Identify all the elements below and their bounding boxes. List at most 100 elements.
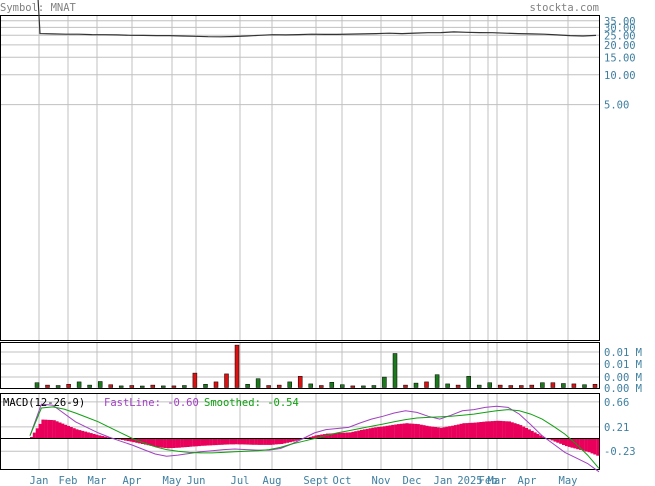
macd-histogram-bar (379, 426, 383, 439)
volume-bar (161, 385, 166, 388)
macd-histogram-bar (226, 438, 230, 445)
macd-histogram-bar (271, 438, 275, 445)
volume-bar (476, 384, 482, 388)
x-tick-label: Jan (434, 475, 453, 486)
price-tick-label: 20.00 (604, 40, 636, 52)
x-tick-label: Oct (333, 475, 352, 486)
macd-histogram-bar (328, 433, 332, 439)
volume-bar (34, 382, 40, 388)
macd-histogram-bar (325, 433, 329, 439)
volume-bar (118, 385, 124, 388)
macd-histogram-bar (67, 425, 70, 439)
macd-histogram-bar (64, 424, 68, 439)
price-tick-label: 10.00 (604, 70, 636, 82)
volume-bar (350, 385, 356, 388)
macd-histogram-bar (385, 425, 389, 439)
macd-histogram-bar (38, 423, 42, 439)
macd-histogram-bar (536, 433, 540, 439)
macd-histogram-bar (488, 421, 491, 439)
volume-bar (371, 385, 377, 388)
volume-bar (413, 382, 419, 388)
macd-histogram-bar (399, 423, 403, 439)
macd-histogram (30, 419, 600, 456)
macd-histogram-bar (448, 426, 452, 439)
macd-histogram-bar (104, 436, 107, 439)
site-label: stockta.com (529, 2, 599, 14)
macd-tick-label: -0.23 (604, 446, 636, 458)
macd-histogram-bar (47, 419, 51, 439)
macd-histogram-bar (499, 420, 503, 439)
fastline-label: FastLine: -0.60 (104, 397, 199, 409)
macd-histogram-bar (587, 438, 591, 453)
macd-histogram-bar (123, 438, 127, 441)
macd-histogram-bar (473, 422, 477, 439)
macd-fast-line (29, 403, 600, 473)
volume-bar (445, 383, 450, 388)
macd-histogram-bar (101, 436, 105, 439)
macd-histogram-bar (394, 424, 398, 439)
macd-histogram-bar (340, 432, 344, 439)
macd-histogram-bar (459, 423, 463, 439)
macd-histogram-bar (533, 432, 537, 439)
macd-histogram-bar (419, 424, 423, 439)
macd-histogram-bar (348, 432, 352, 439)
volume-bar (76, 381, 82, 388)
macd-histogram-bar (143, 438, 147, 445)
volume-bar (361, 385, 366, 388)
macd-histogram-bar (436, 427, 440, 439)
macd-histogram-bar (365, 428, 369, 439)
volume-bar (203, 384, 208, 388)
macd-histogram-bar (129, 438, 133, 442)
volume-bar (245, 384, 250, 388)
macd-histogram-bar (132, 438, 136, 443)
macd-histogram-bar (559, 438, 563, 444)
macd-title: MACD(12-26-9) (3, 397, 85, 409)
x-tick-label: Jan (30, 475, 49, 486)
macd-histogram-bar (445, 426, 449, 439)
macd-histogram-bar (141, 438, 144, 444)
macd-histogram-bar (456, 424, 460, 439)
macd-histogram-bar (280, 438, 284, 444)
macd-histogram-bar (581, 438, 585, 451)
macd-histogram-bar (75, 429, 79, 439)
macd-histogram-bar (513, 423, 517, 439)
volume-bar (582, 384, 587, 388)
price-tick-label: 15.00 (604, 52, 636, 64)
volume-bar (540, 382, 545, 388)
macd-histogram-bar (556, 438, 560, 443)
macd-histogram-bar (243, 438, 247, 445)
volume-bar (45, 384, 50, 388)
macd-histogram-bar (118, 438, 122, 440)
macd-histogram-bar (186, 438, 190, 447)
chart-grid (0, 15, 599, 469)
volume-bar (455, 384, 461, 388)
macd-histogram-bar (542, 437, 546, 439)
macd-histogram-bar (78, 430, 82, 439)
macd-histogram-bar (539, 435, 543, 439)
volume-bar (392, 353, 398, 388)
volume-bar (66, 384, 71, 388)
volume-panel-frame (0, 342, 600, 389)
macd-histogram-bar (593, 438, 597, 455)
macd-histogram-bar (49, 420, 53, 439)
macd-histogram-bar (362, 429, 366, 439)
volume-bar (150, 384, 156, 388)
volume-bar (171, 385, 177, 388)
macd-histogram-bar (442, 427, 446, 439)
macd-histogram-bar (405, 423, 409, 439)
macd-histogram-bar (508, 421, 511, 439)
macd-histogram-bar (596, 438, 600, 456)
volume-bar (592, 384, 598, 388)
macd-histogram-bar (502, 421, 506, 439)
macd-histogram-bar (311, 436, 315, 439)
macd-histogram-bar (177, 438, 181, 448)
x-tick-label: May (163, 475, 182, 486)
volume-bar (140, 385, 145, 388)
x-tick-label: May (559, 475, 578, 486)
volume-bar (434, 374, 440, 388)
macd-histogram-bar (286, 438, 290, 443)
macd-histogram-bar (69, 427, 73, 439)
macd-histogram-bar (249, 438, 253, 445)
macd-histogram-bar (197, 438, 201, 447)
macd-histogram-bar (525, 428, 528, 439)
